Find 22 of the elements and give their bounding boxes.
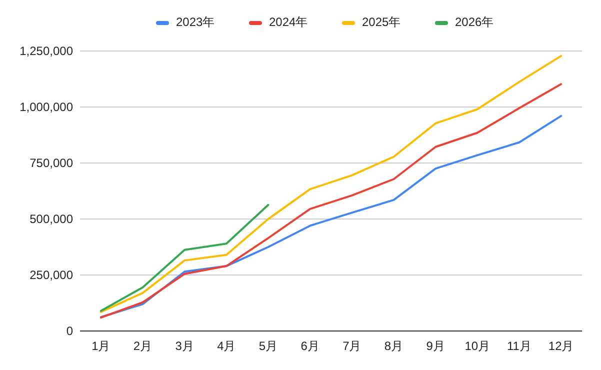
x-tick-label: 3月 [175, 339, 194, 353]
x-tick-label: 8月 [384, 339, 404, 353]
x-tick-label: 6月 [300, 339, 320, 353]
y-tick-label: 0 [66, 324, 74, 338]
y-tick-label: 500,000 [30, 212, 74, 226]
legend-label: 2024年 [269, 15, 308, 29]
x-tick-label: 11月 [507, 339, 532, 353]
legend-label: 2026年 [455, 15, 494, 29]
y-tick-label: 750,000 [30, 156, 74, 170]
y-tick-label: 1,250,000 [20, 44, 74, 58]
y-tick-label: 250,000 [30, 268, 74, 282]
x-tick-label: 4月 [217, 339, 236, 353]
x-tick-label: 7月 [342, 339, 362, 353]
legend-label: 2023年 [176, 15, 215, 29]
x-tick-label: 9月 [426, 339, 445, 353]
x-tick-label: 10月 [464, 339, 490, 353]
x-tick-label: 12月 [548, 339, 574, 353]
legend-label: 2025年 [362, 15, 401, 29]
x-tick-label: 1月 [92, 339, 110, 353]
x-tick-label: 2月 [133, 339, 152, 353]
y-tick-label: 1,000,000 [20, 100, 74, 114]
x-tick-label: 5月 [258, 339, 278, 353]
